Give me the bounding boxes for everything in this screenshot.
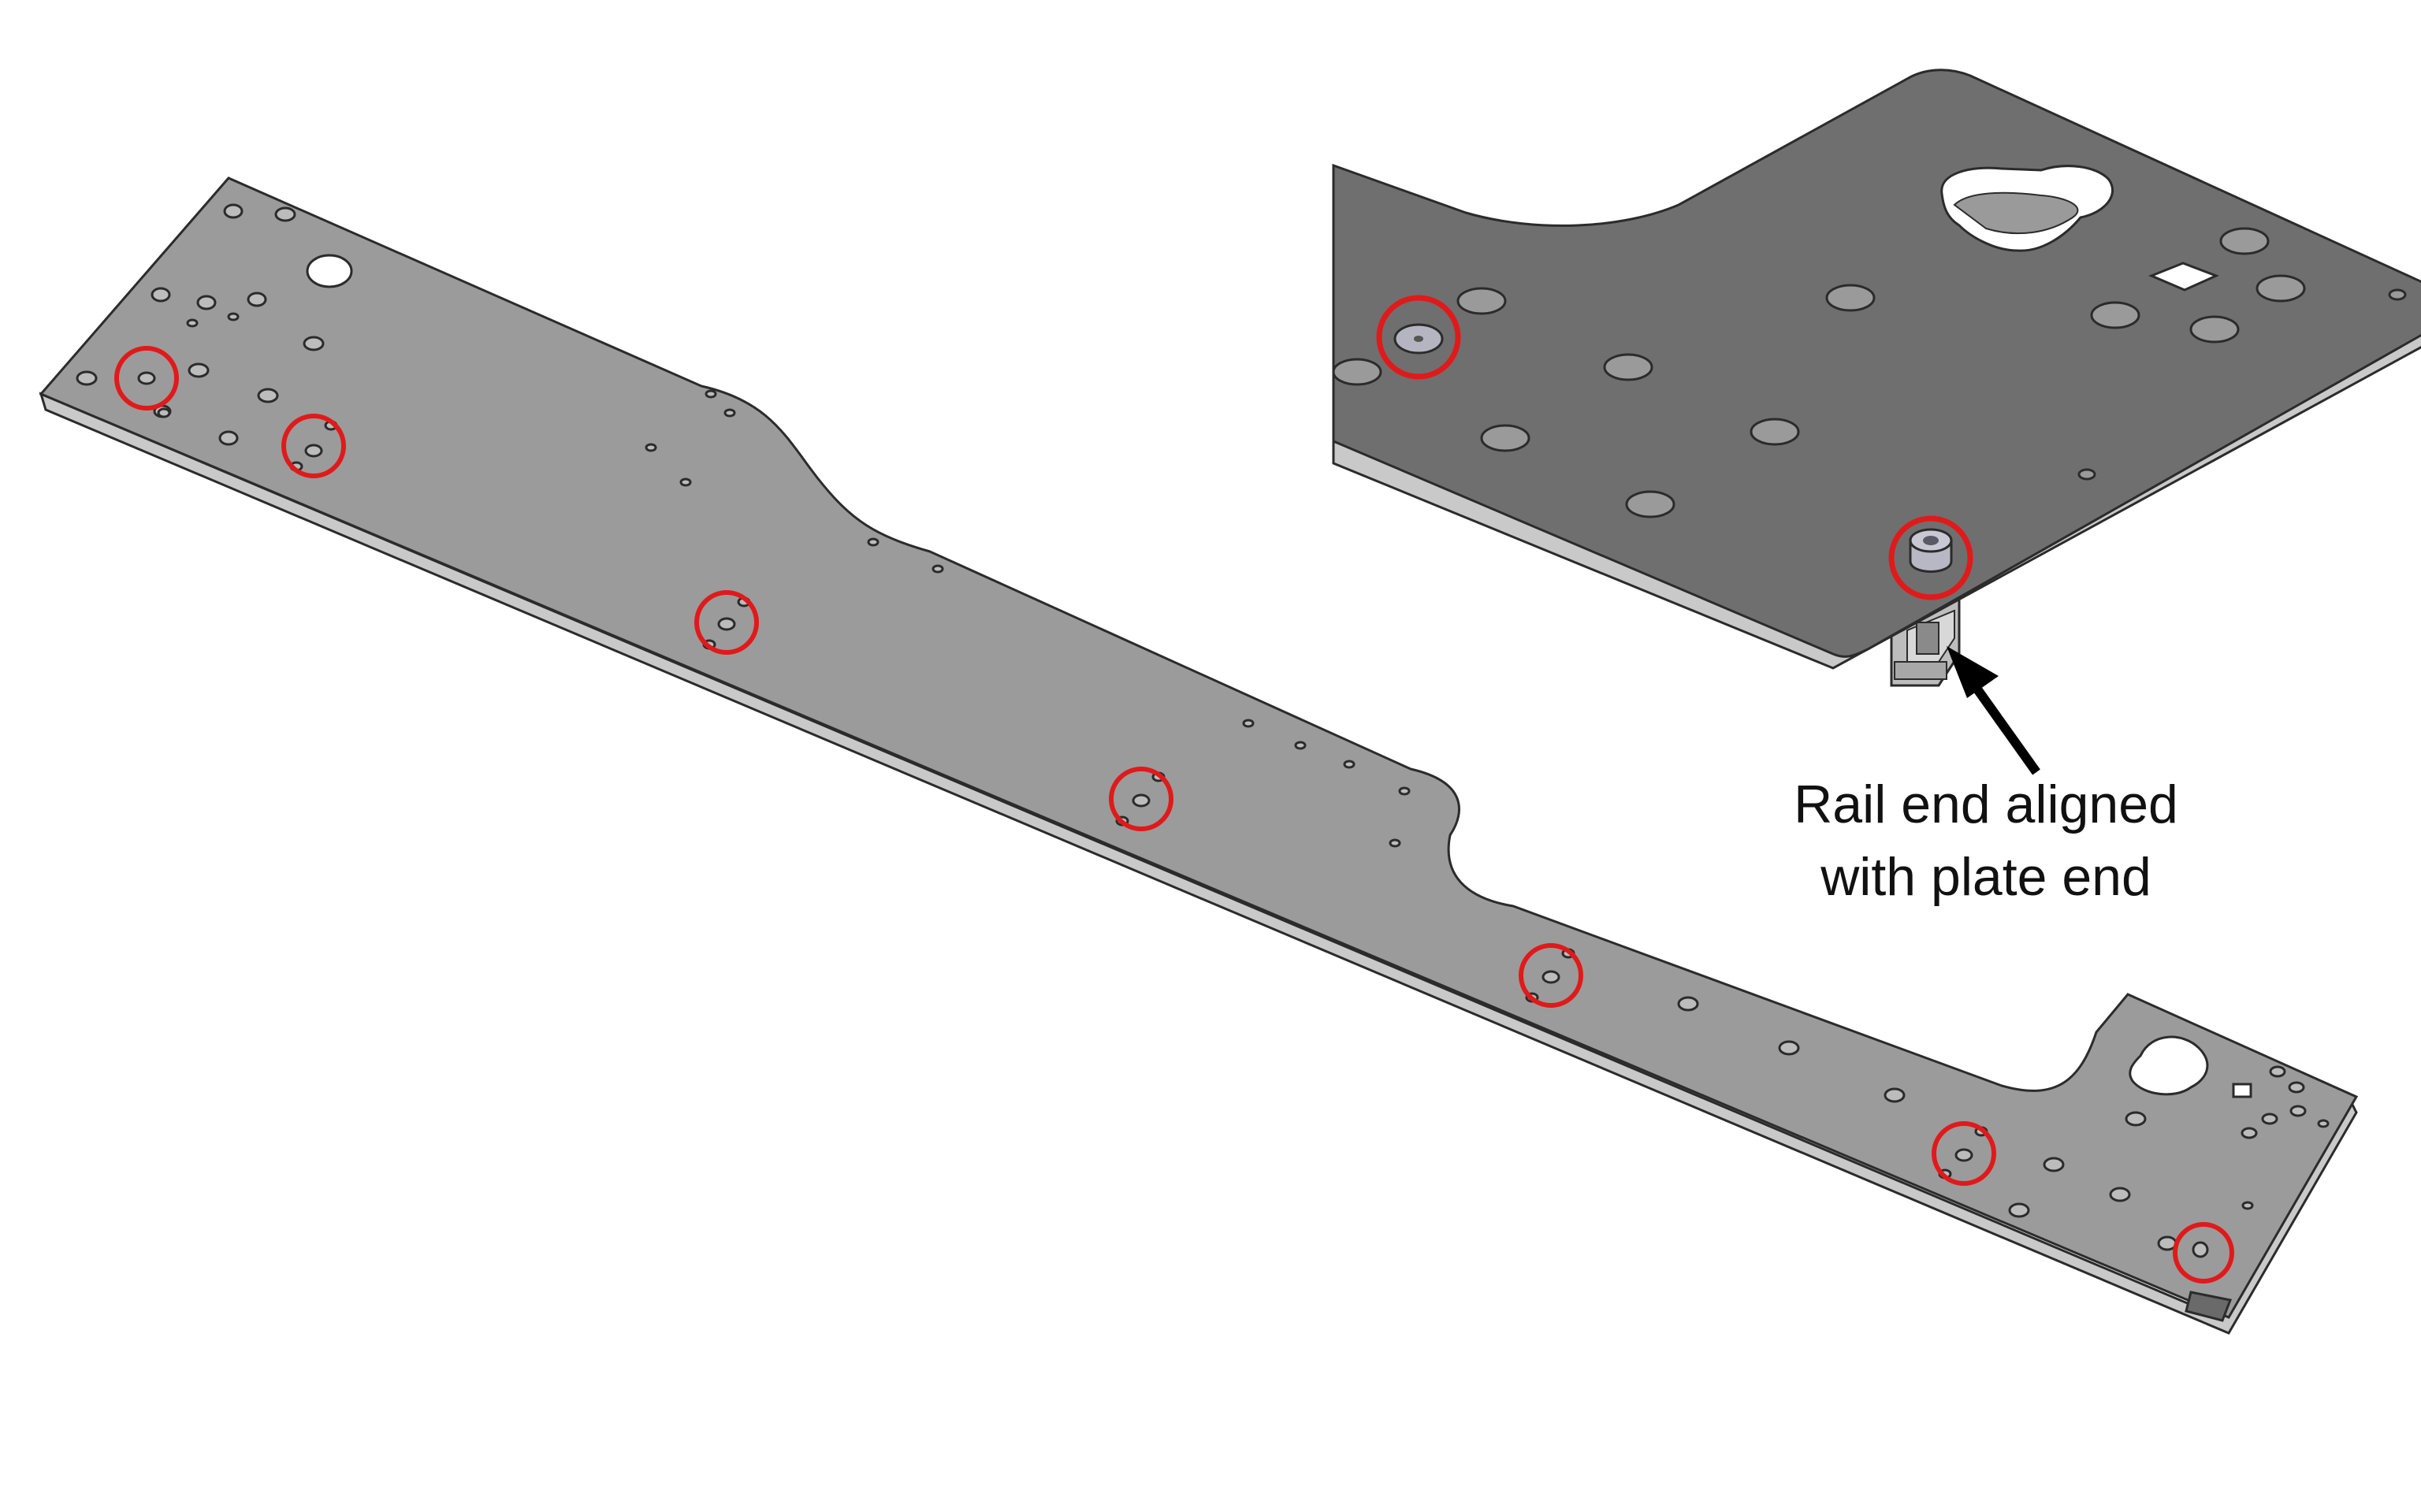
screw-head-icon [1909, 528, 1953, 573]
highlight-circle [114, 346, 179, 411]
callout-line-2: with plate end [1820, 847, 2151, 907]
highlight-circle [1888, 515, 1973, 600]
screw-head-icon [1393, 323, 1444, 355]
highlight-circle [1376, 295, 1461, 380]
large-hole [306, 254, 353, 288]
detail-plate [1332, 69, 2421, 687]
screw-head-icon [2192, 1241, 2209, 1258]
square-notch [2232, 1083, 2252, 1098]
highlight-circle [1932, 1121, 1996, 1186]
callout-label: Rail end aligned with plate end [1718, 768, 2254, 913]
main-plate-holes [76, 203, 2330, 1251]
highlight-circle [281, 414, 346, 478]
highlight-circles-main [114, 346, 2234, 1284]
detail-square-notch [2148, 262, 2219, 292]
screw-head-icon [717, 617, 736, 631]
detail-plate-top [1332, 69, 2421, 658]
screw-head-icon [1541, 970, 1560, 984]
main-plate-top [39, 176, 2359, 1319]
cutout-slot [2129, 1035, 2209, 1096]
rail-end-main [2185, 1291, 2233, 1322]
detail-holes [1332, 227, 2407, 518]
highlight-circle [694, 590, 759, 655]
highlight-circle [1519, 943, 1583, 1008]
highlight-circles-detail [1376, 295, 1973, 600]
callout-line-1: Rail end aligned [1794, 775, 2178, 834]
screw-head-icon [304, 444, 323, 458]
screw-head-icon [1954, 1148, 1973, 1162]
highlight-circle [2173, 1222, 2234, 1284]
callout-arrow [1947, 646, 2040, 775]
rail-profile [1890, 596, 1961, 687]
screw-head-icon [137, 371, 156, 385]
highlight-circle [1109, 767, 1173, 831]
screw-head-icon [1132, 793, 1151, 808]
